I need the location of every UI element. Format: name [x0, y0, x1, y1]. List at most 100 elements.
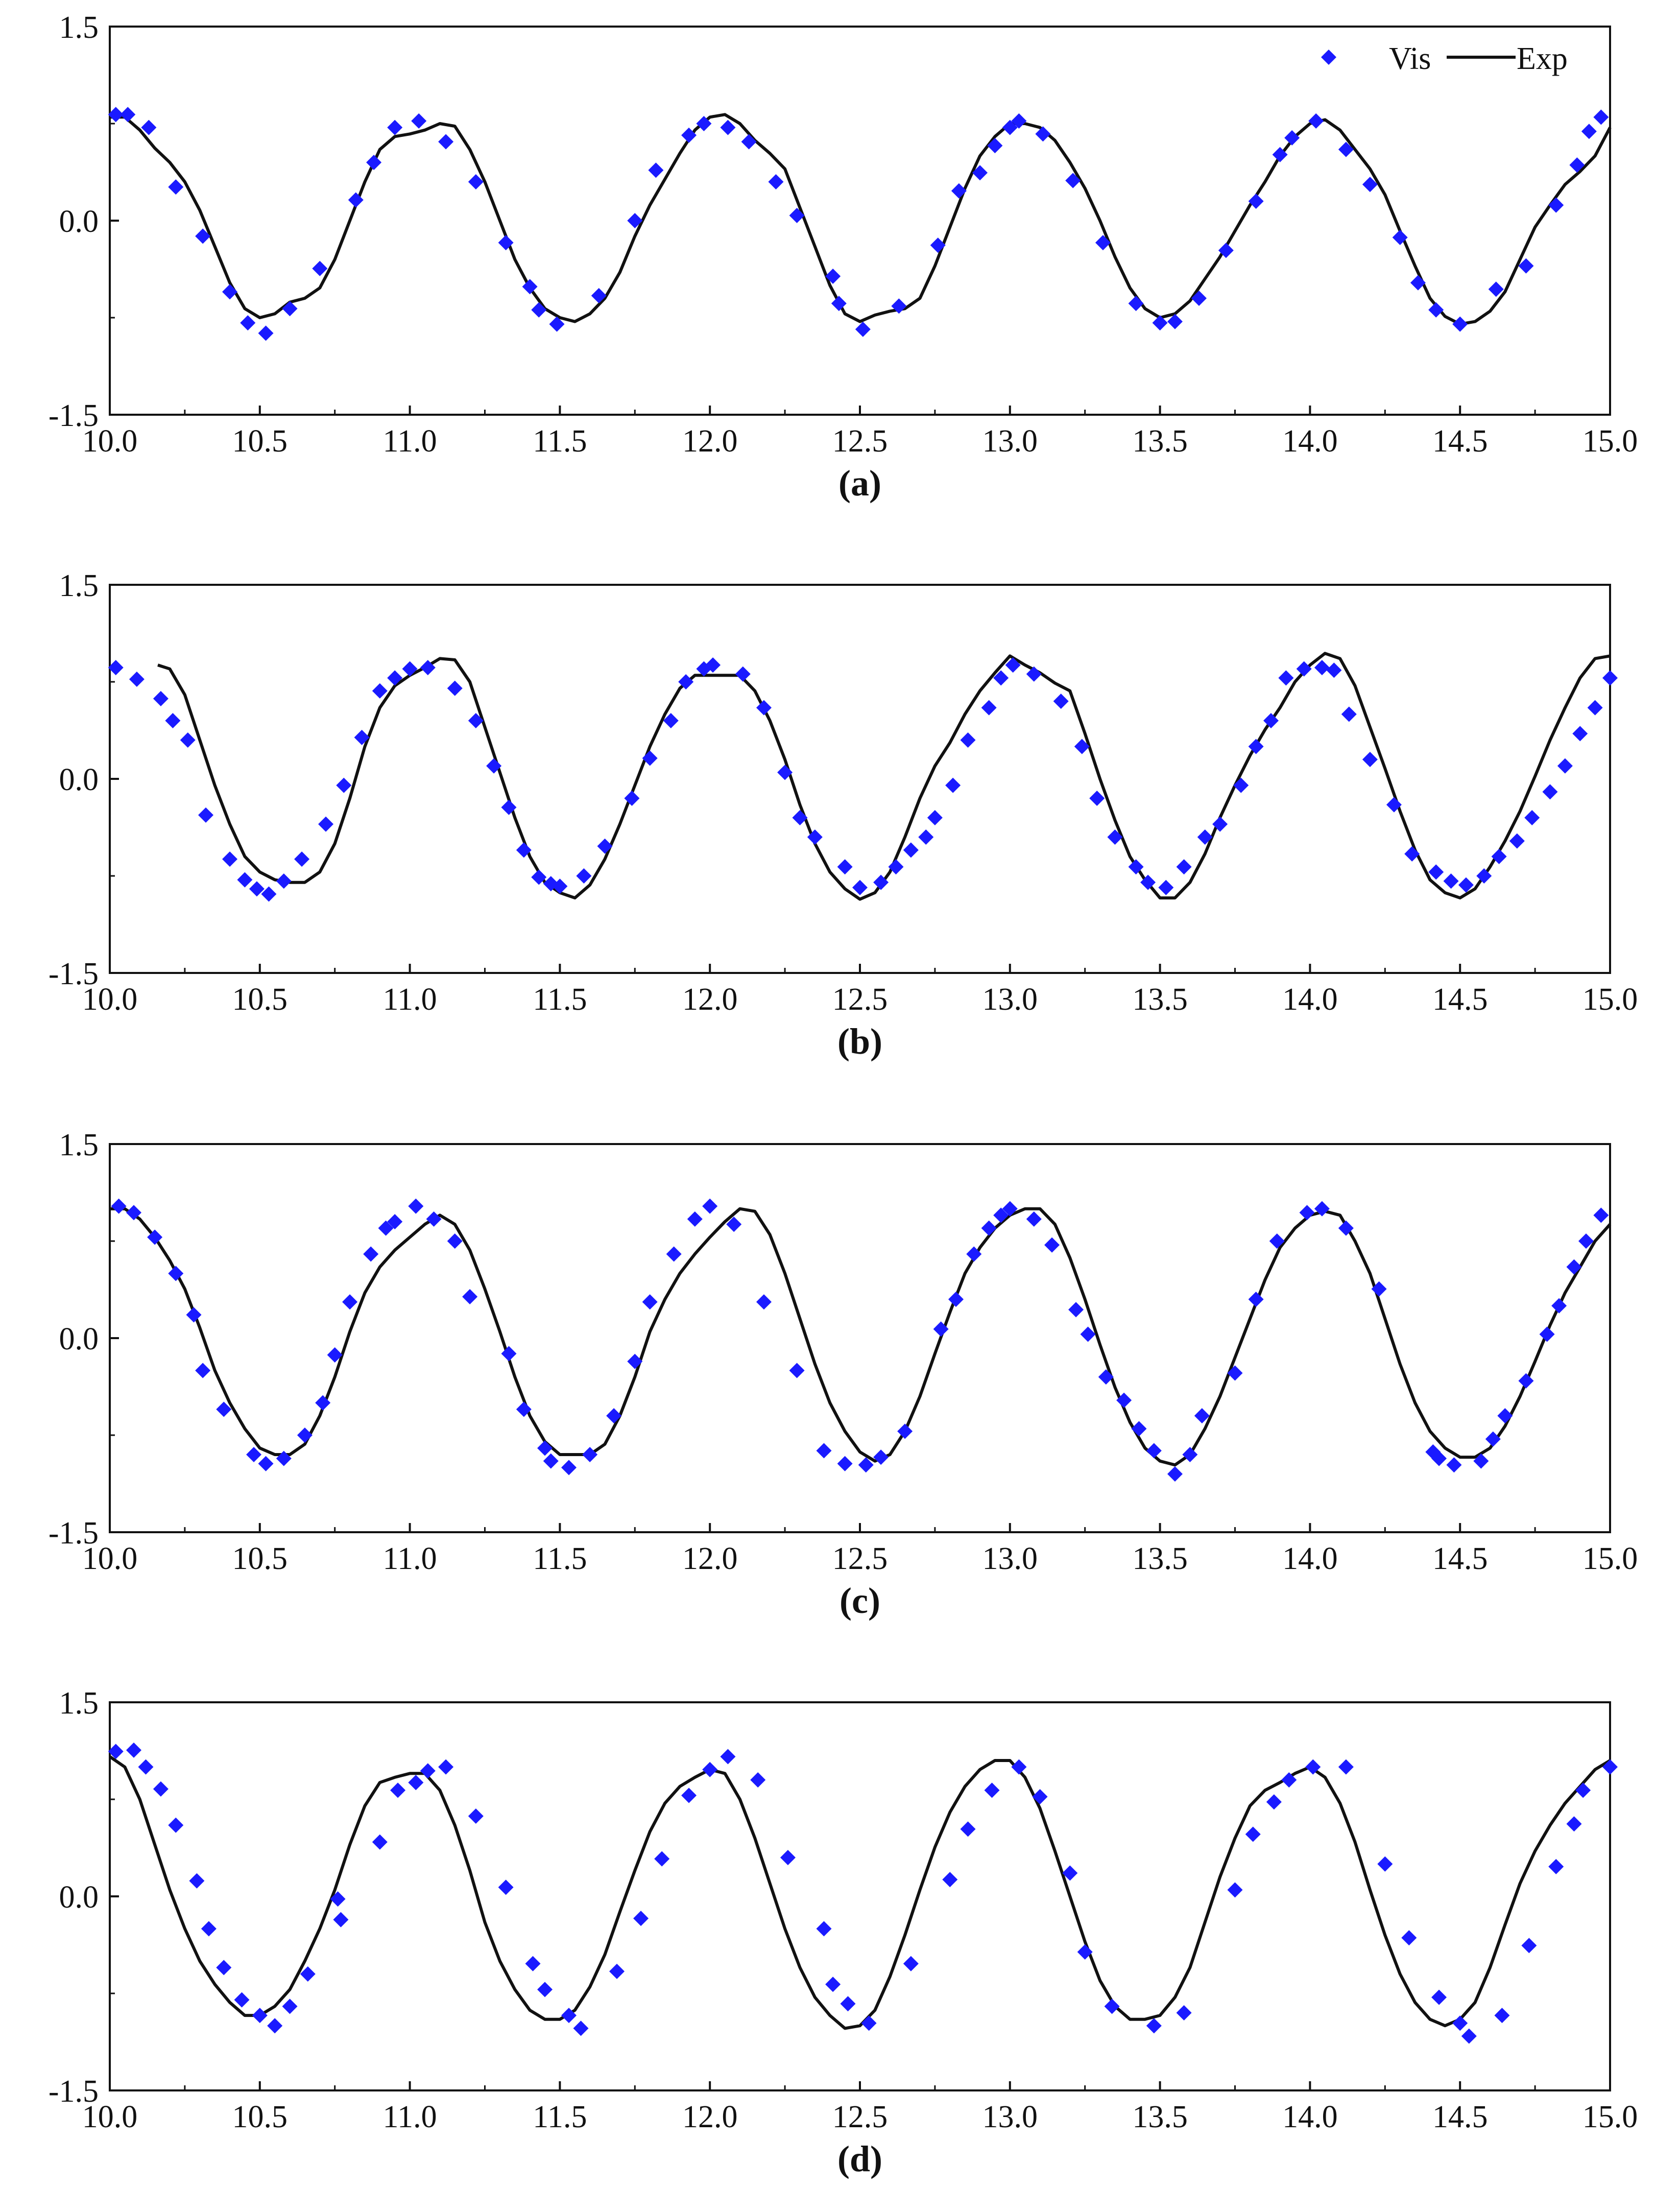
vis-point-b-73	[1404, 846, 1420, 862]
panel-label-d: (d)	[837, 2138, 882, 2179]
vis-point-c-21	[501, 1346, 517, 1362]
vis-point-c-9	[276, 1450, 292, 1466]
vis-point-b-45	[918, 829, 934, 845]
x-tick-label-c-8: 14.0	[1282, 1541, 1338, 1576]
vis-point-b-0	[108, 660, 124, 676]
vis-point-a-36	[987, 138, 1003, 154]
x-tick-label-b-10: 15.0	[1582, 982, 1638, 1017]
vis-point-b-82	[1557, 758, 1573, 774]
vis-point-b-84	[1587, 700, 1603, 716]
vis-point-d-23	[537, 1982, 553, 1997]
vis-point-b-48	[960, 732, 976, 748]
vis-point-b-31	[663, 713, 679, 728]
vis-point-c-63	[1338, 1220, 1354, 1236]
vis-point-b-78	[1491, 849, 1507, 864]
vis-point-d-29	[681, 1788, 697, 1803]
x-tick-label-d-10: 15.0	[1582, 2100, 1638, 2134]
vis-point-a-57	[1488, 281, 1504, 297]
vis-point-c-48	[1044, 1237, 1060, 1253]
vis-point-b-5	[198, 807, 214, 823]
vis-point-a-15	[468, 174, 484, 189]
vis-point-b-80	[1524, 810, 1540, 825]
vis-point-c-74	[1566, 1259, 1582, 1275]
vis-point-d-15	[372, 1834, 388, 1850]
vis-point-b-46	[927, 810, 943, 825]
vis-point-a-61	[1581, 124, 1597, 139]
vis-point-d-21	[498, 1880, 514, 1895]
vis-point-b-54	[1074, 739, 1090, 754]
x-tick-label-c-9: 14.5	[1432, 1541, 1488, 1576]
vis-point-c-56	[1182, 1447, 1198, 1462]
y-tick-label-c-2: -1.5	[49, 1516, 99, 1551]
vis-point-a-35	[972, 165, 988, 181]
vis-point-d-55	[1377, 1856, 1393, 1872]
vis-point-a-16	[498, 235, 514, 251]
vis-point-b-58	[1140, 874, 1156, 890]
vis-point-b-20	[468, 713, 484, 728]
vis-point-c-55	[1167, 1466, 1183, 1482]
vis-point-b-75	[1443, 873, 1459, 889]
vis-point-b-17	[402, 661, 418, 677]
vis-point-c-4	[186, 1307, 202, 1323]
vis-point-a-39	[1035, 126, 1051, 142]
vis-point-a-18	[531, 302, 547, 318]
vis-point-b-23	[516, 842, 532, 858]
x-tick-label-d-8: 14.0	[1282, 2100, 1338, 2134]
vis-point-c-5	[195, 1363, 211, 1378]
vis-point-c-10	[297, 1428, 313, 1443]
vis-point-a-41	[1095, 235, 1111, 251]
vis-point-b-22	[501, 799, 517, 815]
vis-point-d-60	[1494, 2008, 1510, 2024]
vis-point-b-50	[993, 670, 1009, 686]
vis-point-c-34	[756, 1294, 772, 1310]
x-tick-label-d-1: 10.5	[232, 2100, 288, 2134]
x-tick-label-a-6: 13.0	[982, 424, 1038, 459]
x-tick-label-b-5: 12.5	[832, 982, 888, 1017]
x-tick-label-d-6: 13.0	[982, 2100, 1038, 2134]
vis-point-a-47	[1248, 194, 1264, 209]
vis-point-d-8	[234, 1992, 250, 2008]
vis-point-d-30	[702, 1762, 718, 1777]
panel-label-b: (b)	[837, 1021, 882, 1062]
vis-point-d-51	[1266, 1794, 1282, 1810]
vis-point-a-25	[720, 120, 736, 135]
vis-point-a-14	[438, 134, 454, 150]
legend-vis-marker	[1321, 50, 1336, 65]
vis-point-c-36	[816, 1443, 832, 1459]
vis-point-d-39	[942, 1872, 958, 1888]
vis-point-a-3	[168, 179, 184, 195]
vis-point-d-40	[960, 1821, 976, 1837]
vis-point-d-32	[750, 1772, 766, 1788]
vis-point-a-38	[1011, 113, 1027, 129]
vis-point-c-62	[1314, 1201, 1330, 1217]
vis-point-c-75	[1578, 1233, 1594, 1249]
x-tick-label-a-3: 11.5	[533, 424, 587, 459]
vis-point-d-48	[1176, 2005, 1192, 2020]
vis-point-b-4	[180, 732, 196, 748]
x-tick-label-a-8: 14.0	[1282, 424, 1338, 459]
vis-point-d-27	[633, 1911, 649, 1926]
vis-point-b-30	[642, 750, 658, 766]
vis-point-a-2	[141, 120, 157, 135]
x-tick-label-a-2: 11.0	[382, 424, 437, 459]
vis-point-d-54	[1338, 1759, 1354, 1775]
vis-point-a-51	[1338, 141, 1354, 157]
vis-point-d-14	[333, 1912, 349, 1928]
x-tick-label-b-3: 11.5	[533, 982, 587, 1017]
vis-point-d-37	[861, 2015, 877, 2031]
vis-point-b-52	[1026, 666, 1042, 682]
vis-point-d-3	[153, 1781, 169, 1797]
vis-point-c-28	[627, 1353, 643, 1369]
vis-point-d-59	[1461, 2028, 1477, 2044]
x-tick-label-b-6: 13.0	[982, 982, 1038, 1017]
vis-point-a-58	[1518, 258, 1534, 274]
vis-point-d-13	[330, 1891, 346, 1907]
x-tick-label-c-4: 12.0	[682, 1541, 738, 1576]
vis-point-b-8	[249, 881, 265, 897]
vis-point-a-30	[831, 296, 847, 312]
vis-point-b-77	[1476, 868, 1492, 884]
vis-point-c-73	[1551, 1298, 1567, 1314]
vis-point-c-31	[687, 1211, 703, 1227]
vis-point-b-70	[1341, 706, 1357, 722]
x-tick-label-a-1: 10.5	[232, 424, 288, 459]
